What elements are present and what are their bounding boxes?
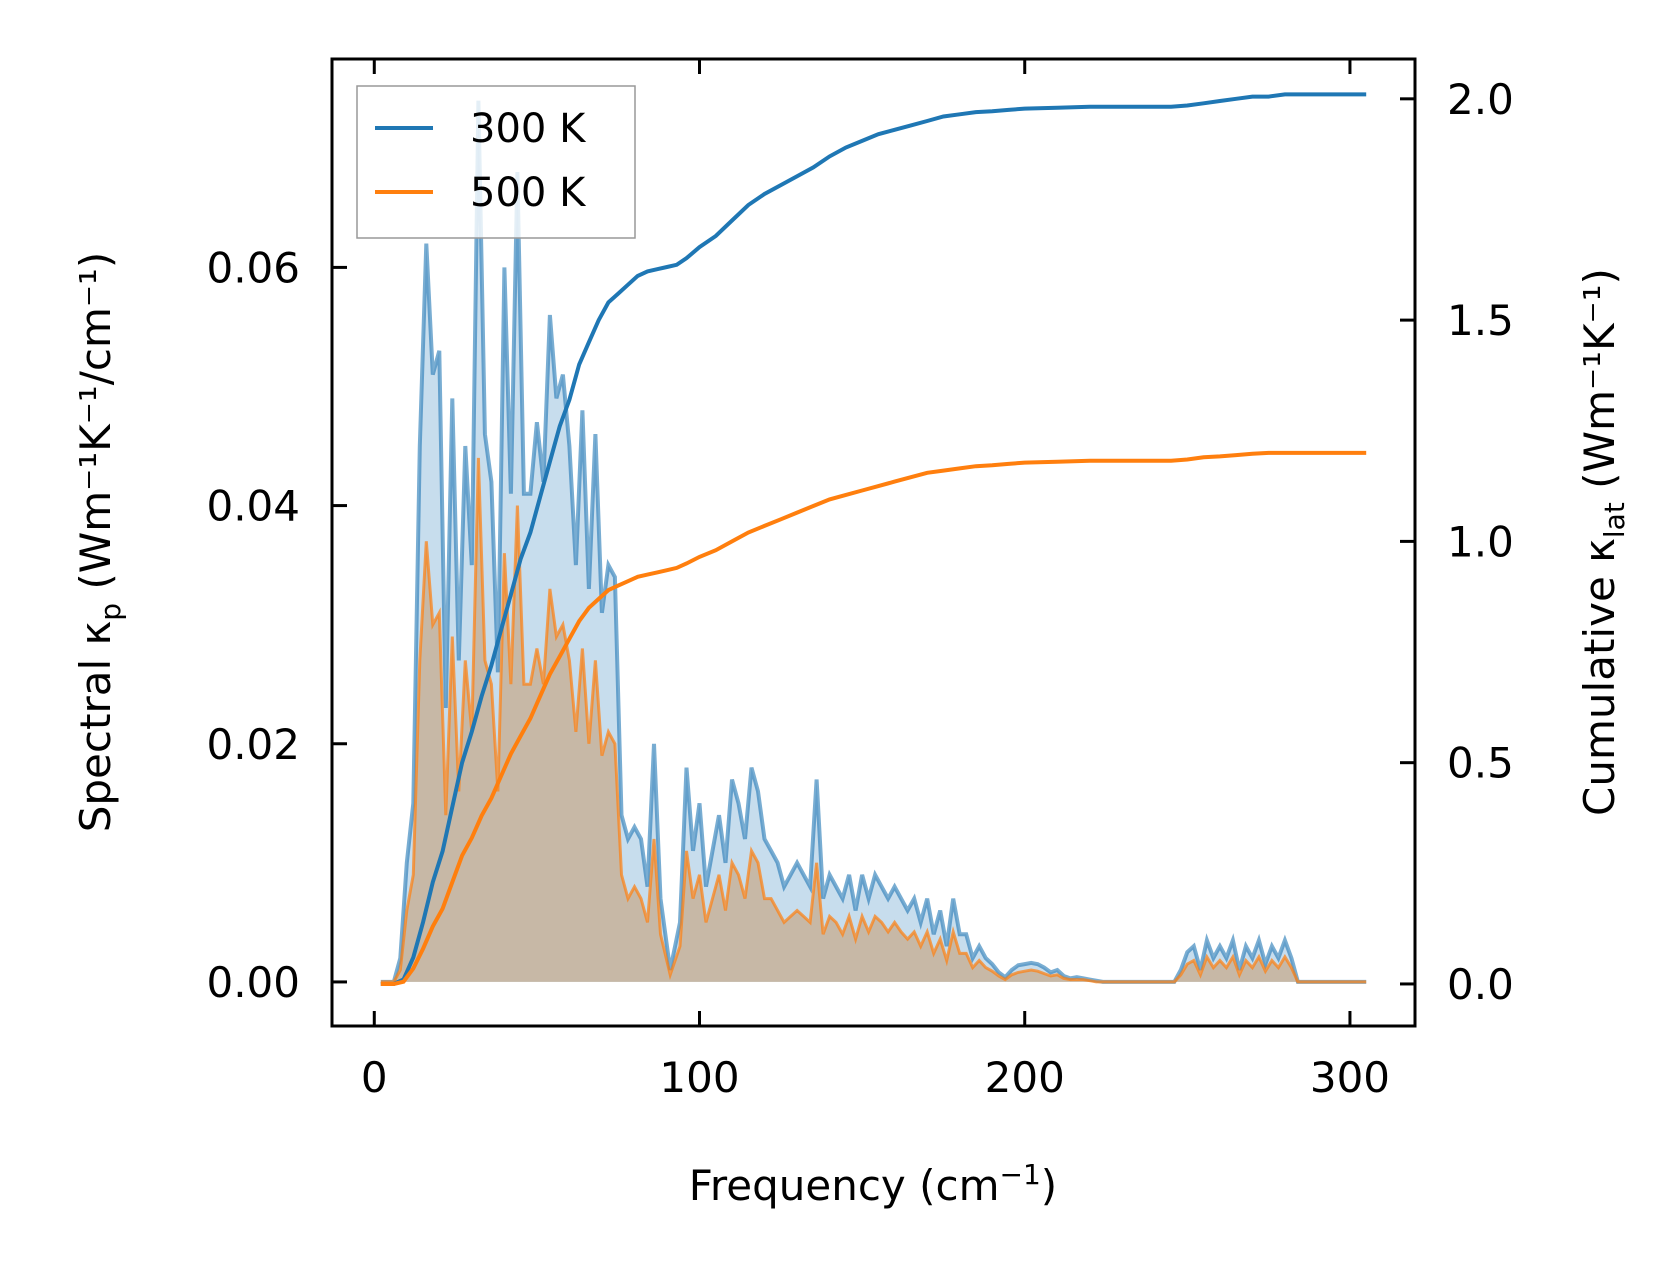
y2-tick-label: 1.5 — [1447, 296, 1514, 345]
y-tick-label: 0.06 — [206, 243, 300, 292]
cumulative-300k-line — [380, 92, 1367, 986]
y-axis-label-sub: p — [94, 603, 127, 621]
y-axis-label-base: Spectral κ — [71, 621, 120, 833]
x-tick-label: 100 — [659, 1053, 739, 1102]
y-tick-label: 0.00 — [206, 958, 300, 1007]
y-tick-label: 0.04 — [206, 482, 300, 531]
y2-axis-label: Cumulative κlat (Wm⁻¹K⁻¹) — [1575, 268, 1631, 816]
y-axis-label: Spectral κp (Wm⁻¹K⁻¹/cm⁻¹) — [71, 252, 127, 833]
y2-tick-label: 1.0 — [1447, 517, 1514, 566]
x-axis-label-sup: −1 — [1000, 1158, 1041, 1191]
axis-ticks-group: 0 100 200 300 0.00 0.02 0.04 0.06 0.0 0.5 1.0 1.5 2.… — [206, 59, 1514, 1102]
x-axis-label-end: ) — [1041, 1161, 1057, 1210]
y2-tick-label: 0.5 — [1447, 739, 1514, 788]
cumulative-500k-line — [380, 450, 1367, 986]
y2-tick-label: 0.0 — [1447, 960, 1514, 1009]
x-tick-label: 0 — [361, 1053, 388, 1102]
y2-axis-label-sub: lat — [1598, 502, 1631, 538]
legend-box — [356, 85, 636, 239]
legend-label-300k: 300 K — [470, 106, 587, 152]
cumulative-lines-group — [380, 92, 1367, 986]
legend: 300 K 500 K — [356, 85, 636, 239]
y-axis-label-unit: (Wm⁻¹K⁻¹/cm⁻¹) — [71, 252, 120, 603]
y-tick-label: 0.02 — [206, 720, 300, 769]
x-axis-label: Frequency (cm−1) — [689, 1158, 1057, 1210]
x-tick-label: 300 — [1310, 1053, 1390, 1102]
spectral-300k-line — [380, 100, 1367, 984]
y2-axis-label-base: Cumulative κ — [1575, 538, 1624, 816]
y2-axis-label-unit: (Wm⁻¹K⁻¹) — [1575, 268, 1624, 502]
x-axis-label-main: Frequency (cm — [689, 1161, 1000, 1210]
y2-tick-label: 2.0 — [1447, 75, 1514, 124]
spectral-500k-line — [380, 457, 1367, 984]
x-tick-label: 200 — [985, 1053, 1065, 1102]
legend-label-500k: 500 K — [470, 170, 587, 216]
